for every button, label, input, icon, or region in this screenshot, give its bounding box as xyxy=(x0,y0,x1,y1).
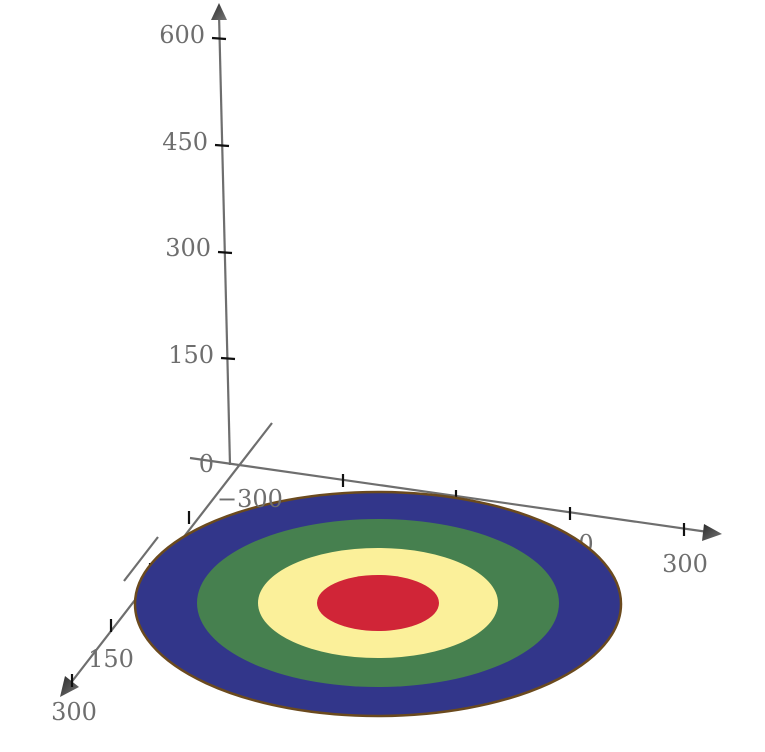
y-tick-label-300: 300 xyxy=(51,698,97,726)
y-axis-arrow-icon xyxy=(60,676,79,697)
y-tick-label-150: 150 xyxy=(88,645,134,673)
z-axis-arrow-icon xyxy=(211,3,227,20)
y-tick-label-neg300: −300 xyxy=(217,485,283,513)
x-axis-arrow-icon xyxy=(702,524,722,541)
z-tick-600 xyxy=(211,36,227,41)
z-tick-label-450: 450 xyxy=(162,128,208,156)
z-tick-label-600: 600 xyxy=(159,21,205,49)
contour-disk xyxy=(133,490,623,718)
z-tick-label-150: 150 xyxy=(168,341,214,369)
z-tick-label-0: 0 xyxy=(199,450,214,478)
x-axis-line xyxy=(189,456,709,534)
x-tick-label-300: 300 xyxy=(662,550,708,578)
ring-red-center xyxy=(317,575,439,631)
z-axis-line xyxy=(217,13,232,466)
z-axis: 600 450 300 150 0 xyxy=(159,3,236,478)
x-axis: 0 300 xyxy=(189,456,722,578)
z-tick-label-300: 300 xyxy=(165,234,211,262)
z-tick-150 xyxy=(220,356,236,361)
z-tick-450 xyxy=(214,143,230,148)
y-axis-front-segment xyxy=(123,536,159,582)
z-tick-300 xyxy=(217,250,233,255)
